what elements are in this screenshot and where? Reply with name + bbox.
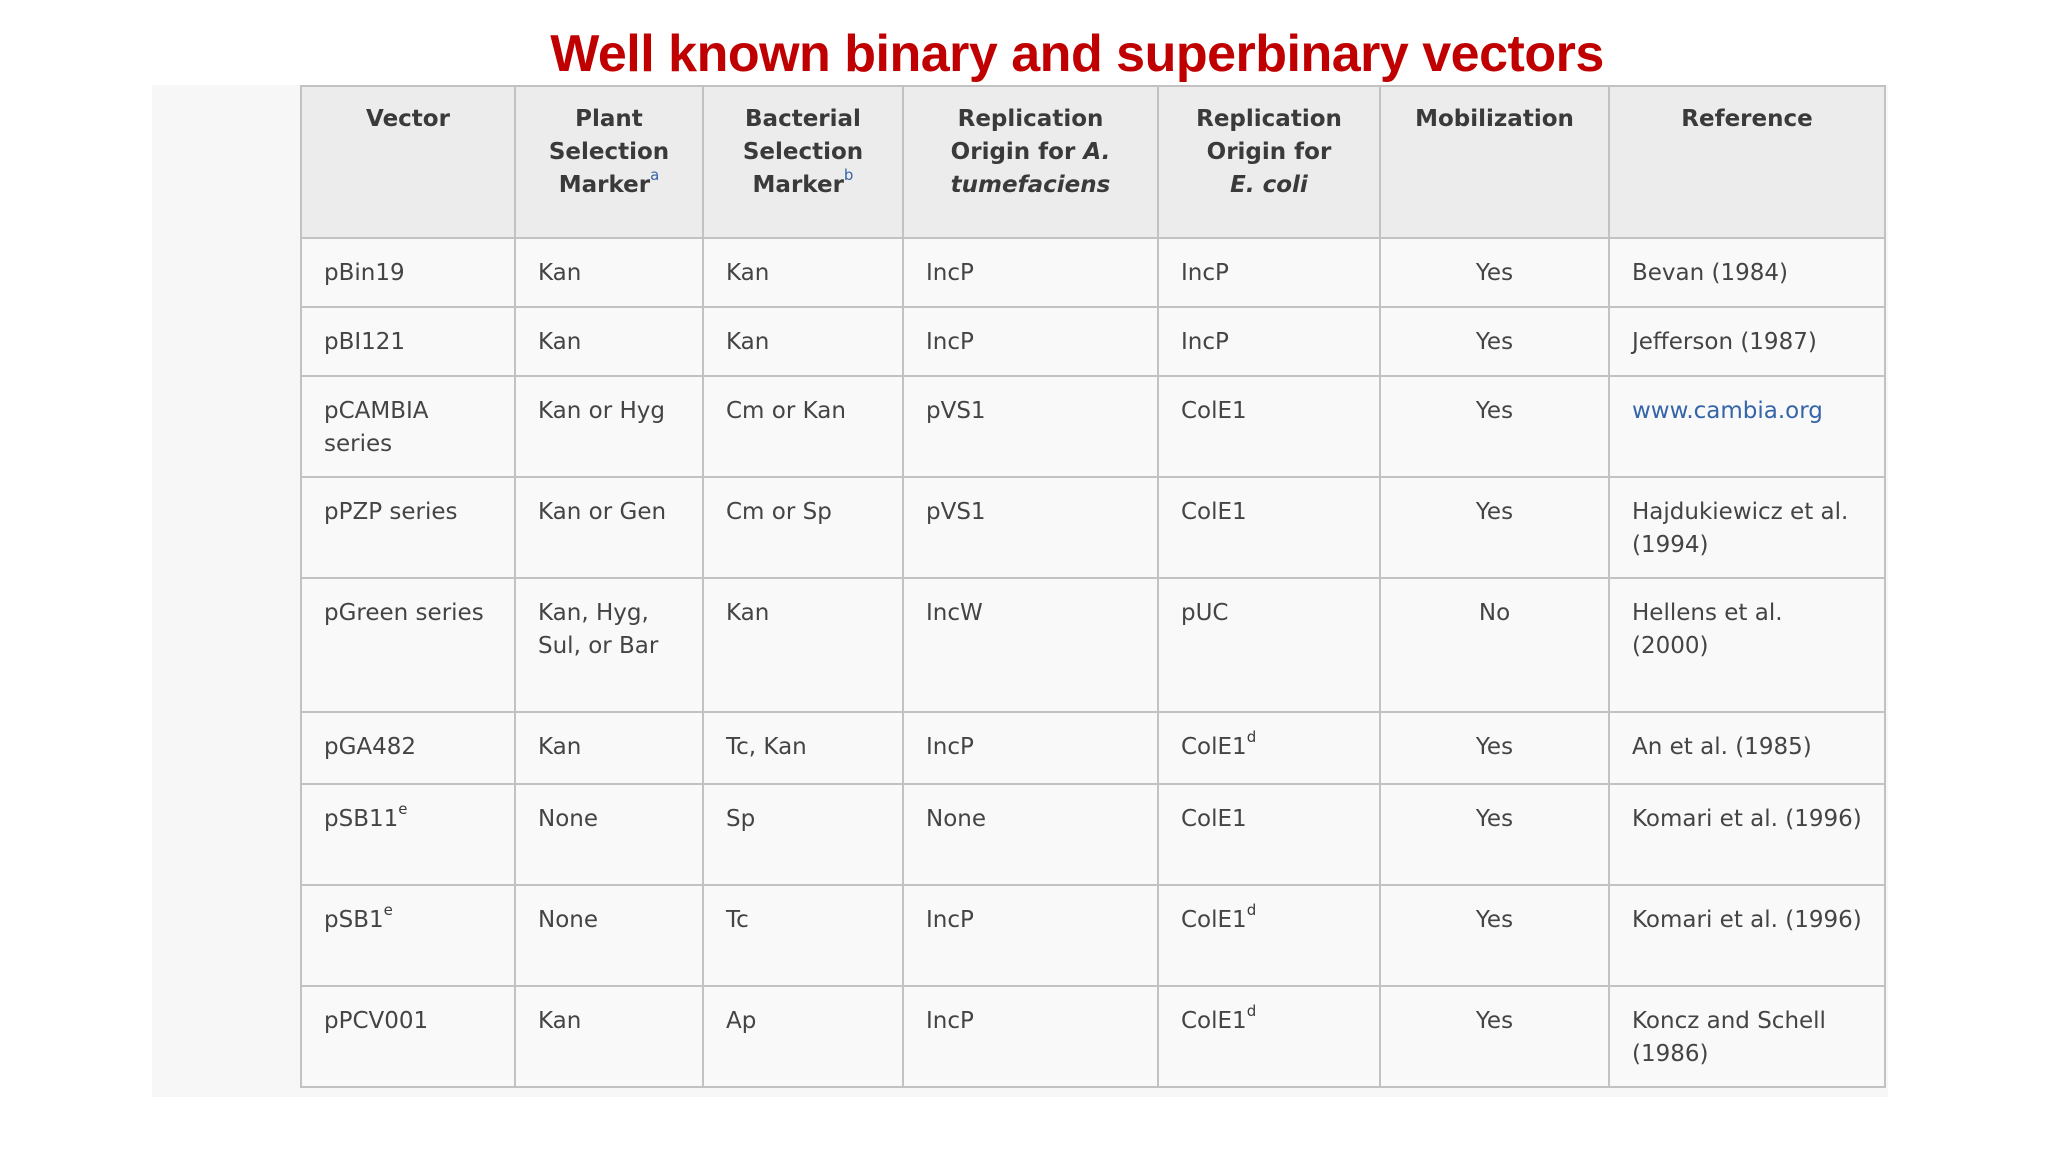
- vectors-table: Vector Plant Selection Markera Bacterial…: [300, 85, 1886, 1088]
- cell-rep-agro: IncP: [902, 306, 1159, 377]
- table-header-row: Vector Plant Selection Markera Bacterial…: [300, 85, 1886, 239]
- cell-plant-marker: Kan: [514, 985, 704, 1088]
- cell-mobilization: Yes: [1379, 237, 1610, 308]
- cell-plant-marker: Kan or Hyg: [514, 375, 704, 478]
- header-plant-selection-marker: Plant Selection Markera: [514, 85, 704, 239]
- slide-title: Well known binary and superbinary vector…: [550, 25, 1604, 83]
- cell-mobilization: Yes: [1379, 711, 1610, 785]
- cell-bacterial-marker: Sp: [702, 783, 904, 886]
- cell-vector: pSB11e: [300, 783, 516, 886]
- cell-vector: pGA482: [300, 711, 516, 785]
- cell-plant-marker: None: [514, 884, 704, 987]
- header-mobilization: Mobilization: [1379, 85, 1610, 239]
- table-row: pSB1e None Tc IncP ColE1d Yes Komari et …: [300, 884, 1886, 987]
- cell-vector: pCAMBIA series: [300, 375, 516, 478]
- cell-reference: Hellens et al. (2000): [1608, 577, 1886, 713]
- cell-vector: pGreen series: [300, 577, 516, 713]
- cell-bacterial-marker: Kan: [702, 237, 904, 308]
- cell-rep-ecoli: IncP: [1157, 237, 1381, 308]
- cell-vector: pSB1e: [300, 884, 516, 987]
- header-vector: Vector: [300, 85, 516, 239]
- cell-vector: pBI121: [300, 306, 516, 377]
- table-row: pBin19 Kan Kan IncP IncP Yes Bevan (1984…: [300, 237, 1886, 308]
- table-row: pPCV001 Kan Ap IncP ColE1d Yes Koncz and…: [300, 985, 1886, 1088]
- cell-plant-marker: None: [514, 783, 704, 886]
- table-row: pPZP series Kan or Gen Cm or Sp pVS1 Col…: [300, 476, 1886, 579]
- vector-table-image: Vector Plant Selection Markera Bacterial…: [152, 85, 1888, 1097]
- table-row: pBI121 Kan Kan IncP IncP Yes Jefferson (…: [300, 306, 1886, 377]
- cell-rep-agro: IncP: [902, 985, 1159, 1088]
- header-reference: Reference: [1608, 85, 1886, 239]
- cell-rep-ecoli: pUC: [1157, 577, 1381, 713]
- cell-rep-agro: IncP: [902, 711, 1159, 785]
- header-replication-origin-agrobacterium: Replication Origin for A. tumefaciens: [902, 85, 1159, 239]
- cell-rep-agro: IncP: [902, 884, 1159, 987]
- cell-plant-marker: Kan: [514, 237, 704, 308]
- cell-mobilization: Yes: [1379, 884, 1610, 987]
- cell-rep-agro: None: [902, 783, 1159, 886]
- cell-rep-ecoli: ColE1d: [1157, 884, 1381, 987]
- cell-rep-ecoli: ColE1: [1157, 476, 1381, 579]
- cell-reference: Hajdukiewicz et al. (1994): [1608, 476, 1886, 579]
- cell-rep-ecoli: ColE1: [1157, 783, 1381, 886]
- cell-rep-agro: pVS1: [902, 375, 1159, 478]
- footnote-a[interactable]: a: [650, 166, 660, 185]
- cell-bacterial-marker: Kan: [702, 306, 904, 377]
- cell-mobilization: Yes: [1379, 783, 1610, 886]
- cell-reference: Koncz and Schell (1986): [1608, 985, 1886, 1088]
- footnote-b[interactable]: b: [843, 166, 854, 185]
- cell-plant-marker: Kan or Gen: [514, 476, 704, 579]
- table-row: pCAMBIA series Kan or Hyg Cm or Kan pVS1…: [300, 375, 1886, 478]
- cell-bacterial-marker: Ap: [702, 985, 904, 1088]
- cell-bacterial-marker: Tc, Kan: [702, 711, 904, 785]
- cell-reference: Jefferson (1987): [1608, 306, 1886, 377]
- cell-reference: Bevan (1984): [1608, 237, 1886, 308]
- table-row: pSB11e None Sp None ColE1 Yes Komari et …: [300, 783, 1886, 886]
- cell-mobilization: Yes: [1379, 985, 1610, 1088]
- cell-plant-marker: Kan: [514, 711, 704, 785]
- cell-mobilization: Yes: [1379, 476, 1610, 579]
- header-bacterial-selection-marker: Bacterial Selection Markerb: [702, 85, 904, 239]
- cell-rep-ecoli: ColE1d: [1157, 985, 1381, 1088]
- cell-bacterial-marker: Tc: [702, 884, 904, 987]
- cell-rep-ecoli: ColE1: [1157, 375, 1381, 478]
- cell-rep-agro: pVS1: [902, 476, 1159, 579]
- cell-reference: Komari et al. (1996): [1608, 884, 1886, 987]
- reference-link[interactable]: www.cambia.org: [1608, 375, 1886, 478]
- cell-rep-ecoli: ColE1d: [1157, 711, 1381, 785]
- cell-vector: pPZP series: [300, 476, 516, 579]
- cell-rep-ecoli: IncP: [1157, 306, 1381, 377]
- cell-plant-marker: Kan, Hyg, Sul, or Bar: [514, 577, 704, 713]
- cell-mobilization: Yes: [1379, 306, 1610, 377]
- cell-mobilization: Yes: [1379, 375, 1610, 478]
- cell-rep-agro: IncW: [902, 577, 1159, 713]
- cell-mobilization: No: [1379, 577, 1610, 713]
- cell-vector: pBin19: [300, 237, 516, 308]
- table-row: pGreen series Kan, Hyg, Sul, or Bar Kan …: [300, 577, 1886, 713]
- table-row: pGA482 Kan Tc, Kan IncP ColE1d Yes An et…: [300, 711, 1886, 785]
- header-replication-origin-ecoli: Replication Origin for E. coli: [1157, 85, 1381, 239]
- cell-vector: pPCV001: [300, 985, 516, 1088]
- cell-reference: An et al. (1985): [1608, 711, 1886, 785]
- cell-reference: Komari et al. (1996): [1608, 783, 1886, 886]
- cell-bacterial-marker: Cm or Sp: [702, 476, 904, 579]
- cell-plant-marker: Kan: [514, 306, 704, 377]
- cell-bacterial-marker: Kan: [702, 577, 904, 713]
- cell-bacterial-marker: Cm or Kan: [702, 375, 904, 478]
- cell-rep-agro: IncP: [902, 237, 1159, 308]
